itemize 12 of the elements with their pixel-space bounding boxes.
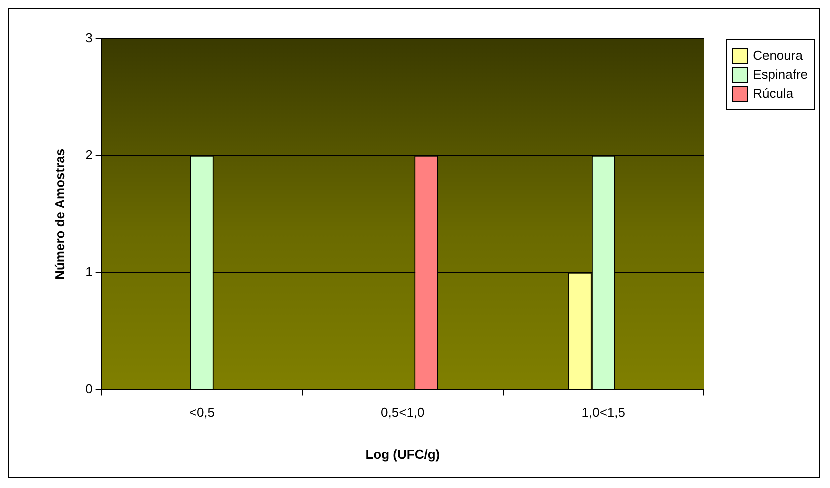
legend-label: Rúcula [753, 86, 794, 101]
x-axis-title: Log (UFC/g) [366, 446, 440, 462]
legend-label: Espinafre [753, 67, 808, 82]
y-tick-label: 3 [86, 30, 93, 46]
y-tick-label: 1 [86, 264, 93, 280]
y-tick-label: 2 [86, 148, 93, 163]
y-tick-label: 0 [86, 381, 93, 396]
x-tick-label: 0,5<1,0 [381, 405, 425, 420]
x-tick-label: <0,5 [189, 405, 216, 420]
x-tick-label: 1,0<1,5 [582, 405, 626, 420]
legend-label: Cenoura [753, 48, 803, 63]
y-axis-title: Número de Amostras [52, 148, 68, 280]
